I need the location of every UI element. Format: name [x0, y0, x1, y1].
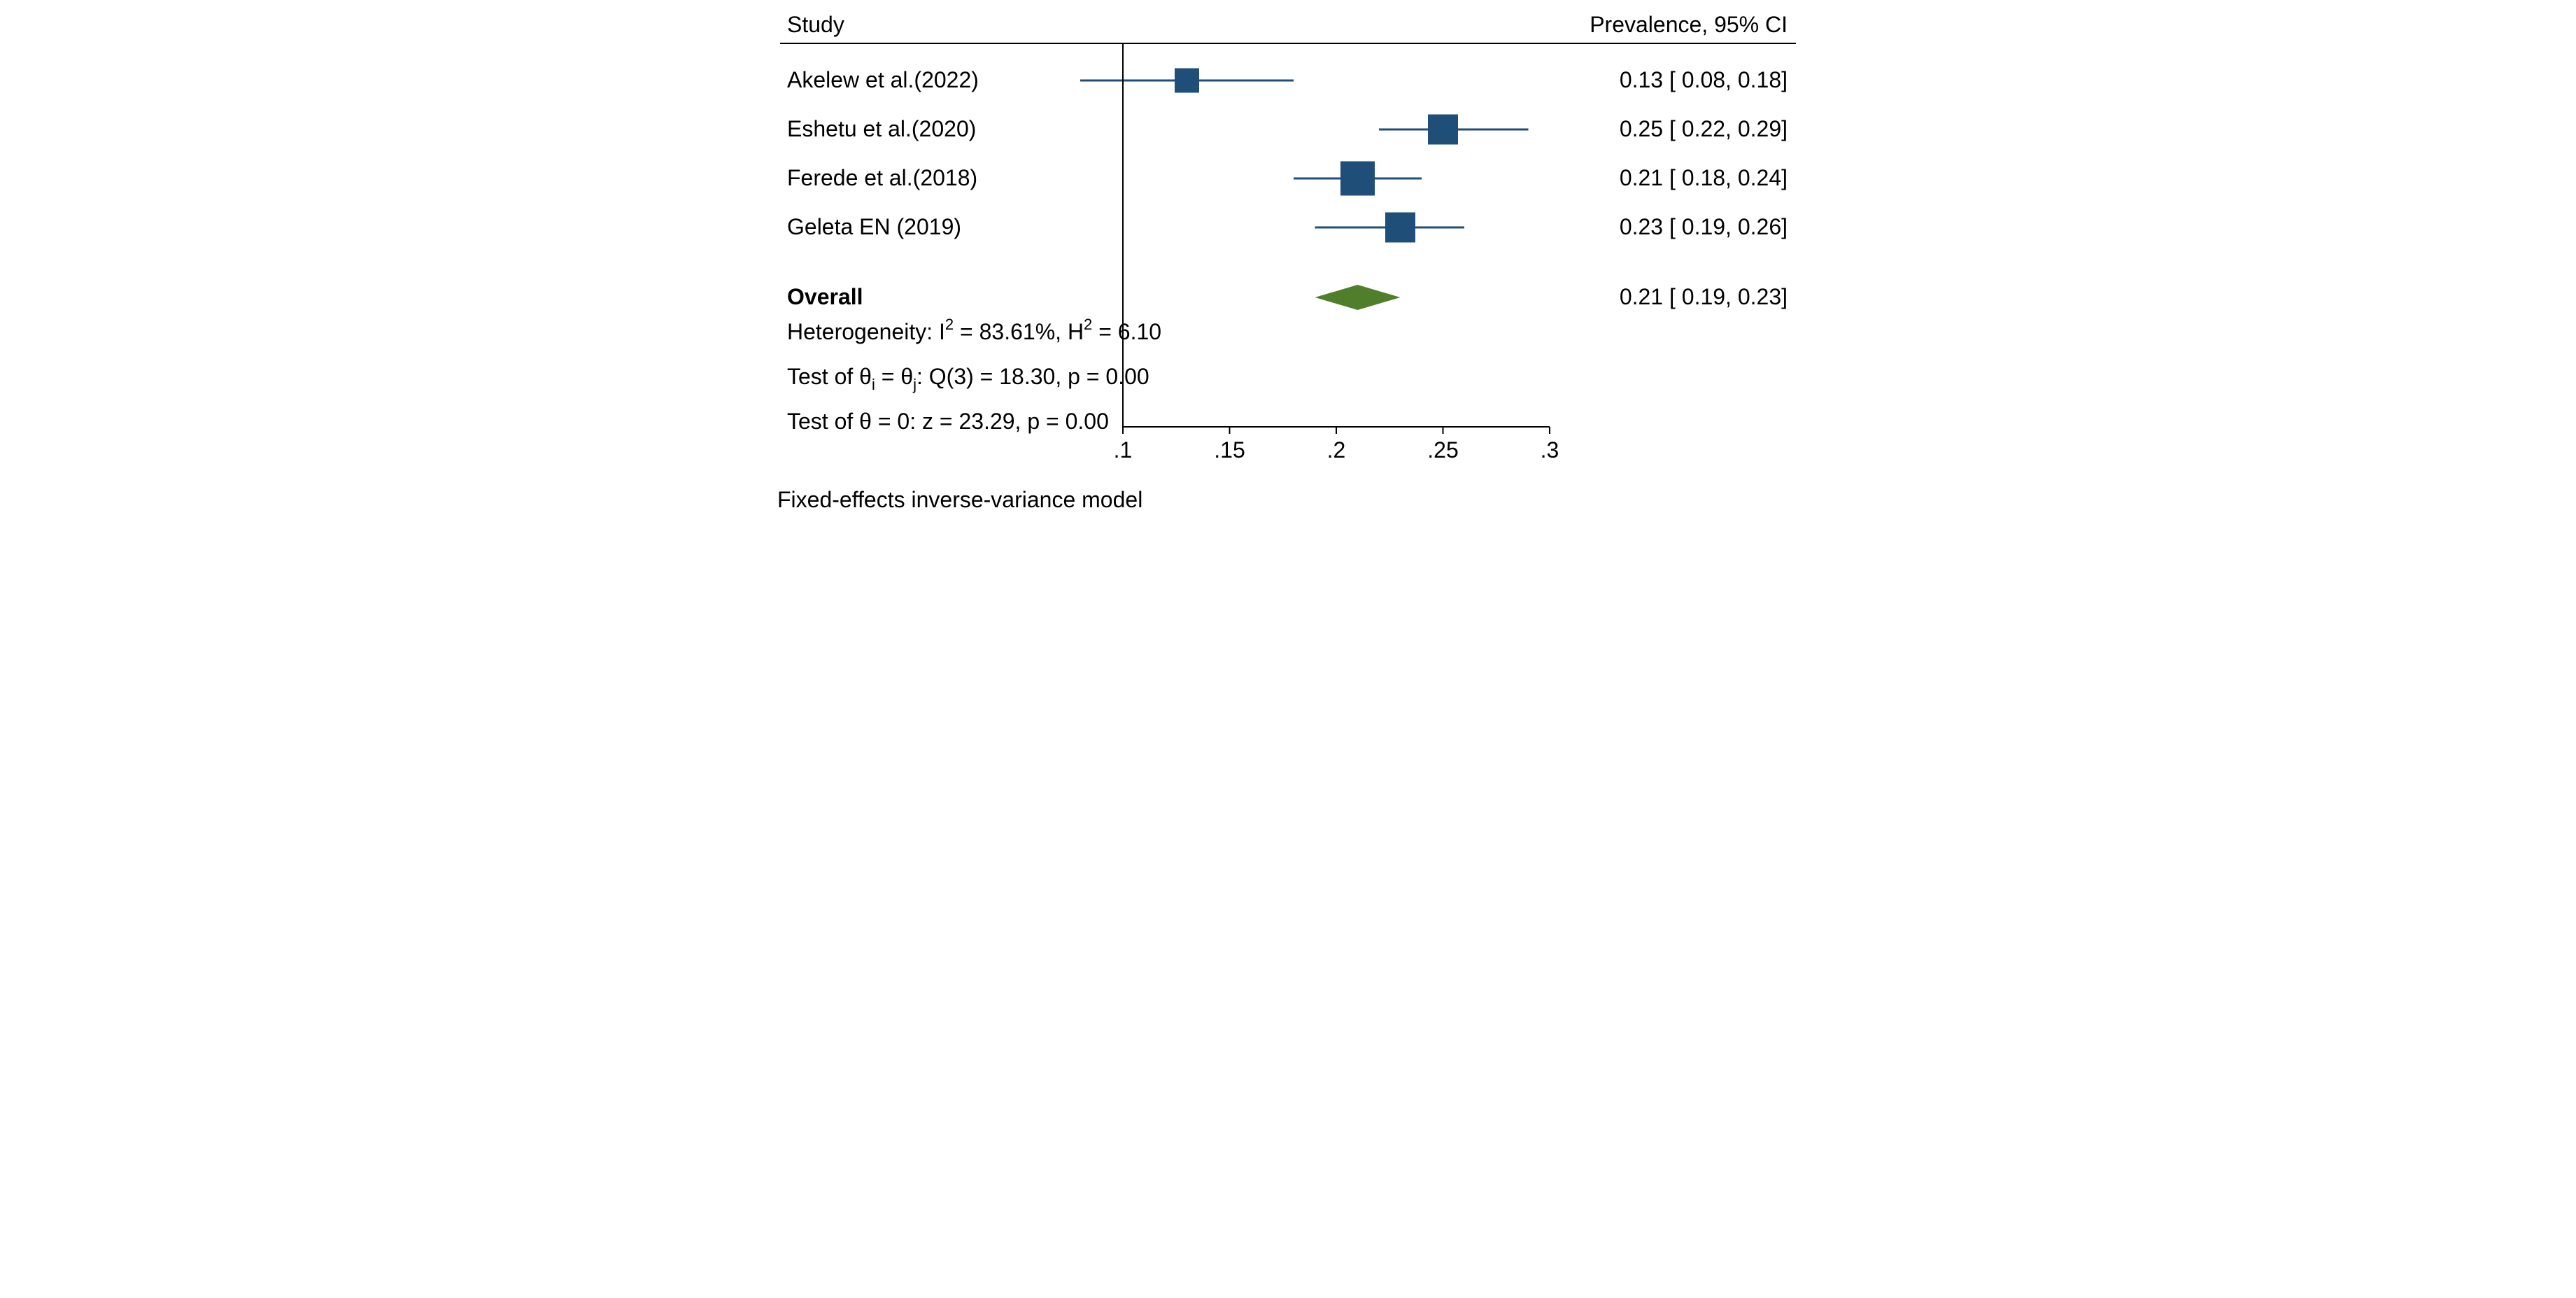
study-label: Akelew et al.(2022) [787, 67, 979, 92]
header-effect: Prevalence, 95% CI [1590, 12, 1788, 37]
heterogeneity-text: Heterogeneity: I2 = 83.61%, H2 = 6.10 [787, 316, 1161, 344]
x-tick-label: .25 [1427, 437, 1458, 463]
forest-plot: Study Prevalence, 95% CI Akelew et al.(202… [773, 0, 1803, 519]
study-label: Eshetu et al.(2020) [787, 116, 976, 141]
effect-text: 0.25 [ 0.22, 0.29] [1620, 116, 1788, 141]
overall-diamond [1315, 285, 1401, 310]
x-tick-label: .3 [1541, 437, 1559, 463]
x-tick-label: .2 [1327, 437, 1346, 463]
theta-zero-text: Test of θ = 0: z = 23.29, p = 0.00 [787, 409, 1109, 434]
x-tick-label: .1 [1114, 437, 1133, 463]
study-label: Geleta EN (2019) [787, 214, 961, 239]
effect-text: 0.13 [ 0.08, 0.18] [1620, 67, 1788, 92]
header-study: Study [787, 12, 844, 37]
x-tick-label: .15 [1214, 437, 1245, 463]
study-label: Ferede et al.(2018) [787, 165, 977, 190]
overall-label: Overall [787, 284, 863, 309]
point-estimate-box [1341, 162, 1375, 195]
point-estimate-box [1429, 115, 1458, 144]
model-footer: Fixed-effects inverse-variance model [777, 487, 1142, 512]
effect-text: 0.23 [ 0.19, 0.26] [1620, 214, 1788, 239]
theta-eq-text: Test of θi = θj: Q(3) = 18.30, p = 0.00 [787, 364, 1149, 393]
point-estimate-box [1386, 213, 1415, 242]
overall-effect-text: 0.21 [ 0.19, 0.23] [1620, 284, 1788, 309]
effect-text: 0.21 [ 0.18, 0.24] [1620, 165, 1788, 190]
point-estimate-box [1175, 69, 1199, 92]
